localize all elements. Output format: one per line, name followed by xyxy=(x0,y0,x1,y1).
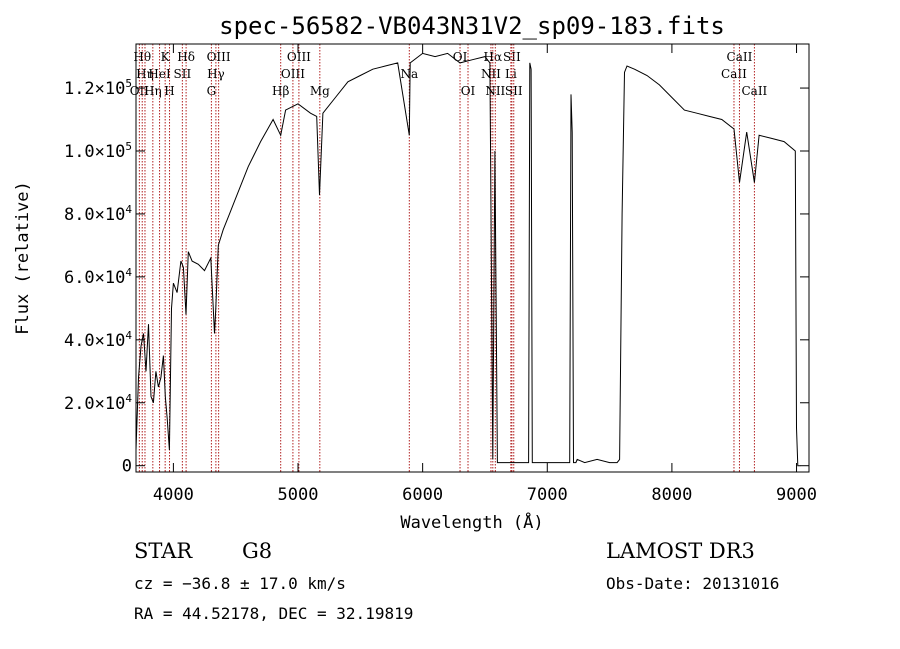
line-label-12: Hβ xyxy=(272,84,289,98)
line-label-10: Hγ xyxy=(207,67,225,81)
chart-title: spec-56582-VB043N31V2_sp09-183.fits xyxy=(219,12,725,40)
line-label-18: OI xyxy=(461,84,476,98)
y-axis: 0 2.0×104 4.0×104 6.0×104 8.0×104 1.0×105 1.2×… xyxy=(64,77,809,477)
line-label-21: NII xyxy=(485,84,505,98)
line-label-4: HeI xyxy=(148,67,171,81)
line-label-8: Hδ xyxy=(177,50,195,64)
line-label-26: CaII xyxy=(727,50,753,64)
x-axis-label: Wavelength (Å) xyxy=(400,511,543,533)
y-tick-label-5: 1.0×105 xyxy=(64,140,132,162)
class-label: STAR xyxy=(134,539,193,563)
line-label-19: NII xyxy=(481,67,501,81)
y-tick-label-1: 2.0×104 xyxy=(64,392,132,414)
line-label-23: SII xyxy=(503,50,521,64)
line-label-22: Li xyxy=(505,67,517,81)
survey-label: LAMOST DR3 xyxy=(606,539,755,563)
subclass-label: G8 xyxy=(242,539,272,563)
line-label-6: H xyxy=(164,84,174,98)
line-label-11: OIII xyxy=(207,50,231,64)
x-tick-label-1: 5000 xyxy=(278,485,319,505)
y-axis-label: Flux (relative) xyxy=(13,181,33,335)
radec-label: RA = 44.52178, DEC = 32.19819 xyxy=(134,604,413,623)
spectrum-line xyxy=(135,52,801,467)
y-tick-label-3: 6.0×104 xyxy=(64,266,132,288)
line-label-7: SII xyxy=(174,67,192,81)
y-tick-label-0: 0 xyxy=(122,457,132,477)
line-label-5: K xyxy=(161,50,171,64)
line-label-9: G xyxy=(207,84,217,98)
line-label-25: CaII xyxy=(721,67,747,81)
line-label-27: CaII xyxy=(741,84,767,98)
spectral-line-markers: OIIHθHηHηHeIKHSIIHδGHγOIIIHβOIIIOIIIMgNa… xyxy=(130,44,768,472)
line-label-3: Hη xyxy=(144,84,162,98)
obs-date-label: Obs-Date: 20131016 xyxy=(606,574,779,593)
line-label-13: OIII xyxy=(281,67,305,81)
x-axis: 4000 5000 6000 7000 8000 9000 xyxy=(153,44,817,505)
x-tick-label-0: 4000 xyxy=(153,485,194,505)
x-tick-label-2: 6000 xyxy=(402,485,443,505)
line-label-2: Hη xyxy=(136,67,154,81)
line-label-0: OII xyxy=(130,84,150,98)
plot-frame xyxy=(135,43,810,473)
y-tick-label-2: 4.0×104 xyxy=(64,329,132,351)
y-tick-label-6: 1.2×105 xyxy=(64,77,132,99)
line-label-24: SII xyxy=(505,84,523,98)
line-label-16: Na xyxy=(400,67,418,81)
y-tick-label-4: 8.0×104 xyxy=(64,203,132,225)
x-tick-label-4: 8000 xyxy=(651,485,692,505)
line-label-15: Mg xyxy=(310,84,330,98)
line-label-14: OIII xyxy=(287,50,311,64)
x-tick-label-5: 9000 xyxy=(776,485,817,505)
cz-label: cz = −36.8 ± 17.0 km/s xyxy=(134,574,346,593)
line-label-1: Hθ xyxy=(133,50,151,64)
x-tick-label-3: 7000 xyxy=(527,485,568,505)
line-label-20: Hα xyxy=(484,50,503,64)
